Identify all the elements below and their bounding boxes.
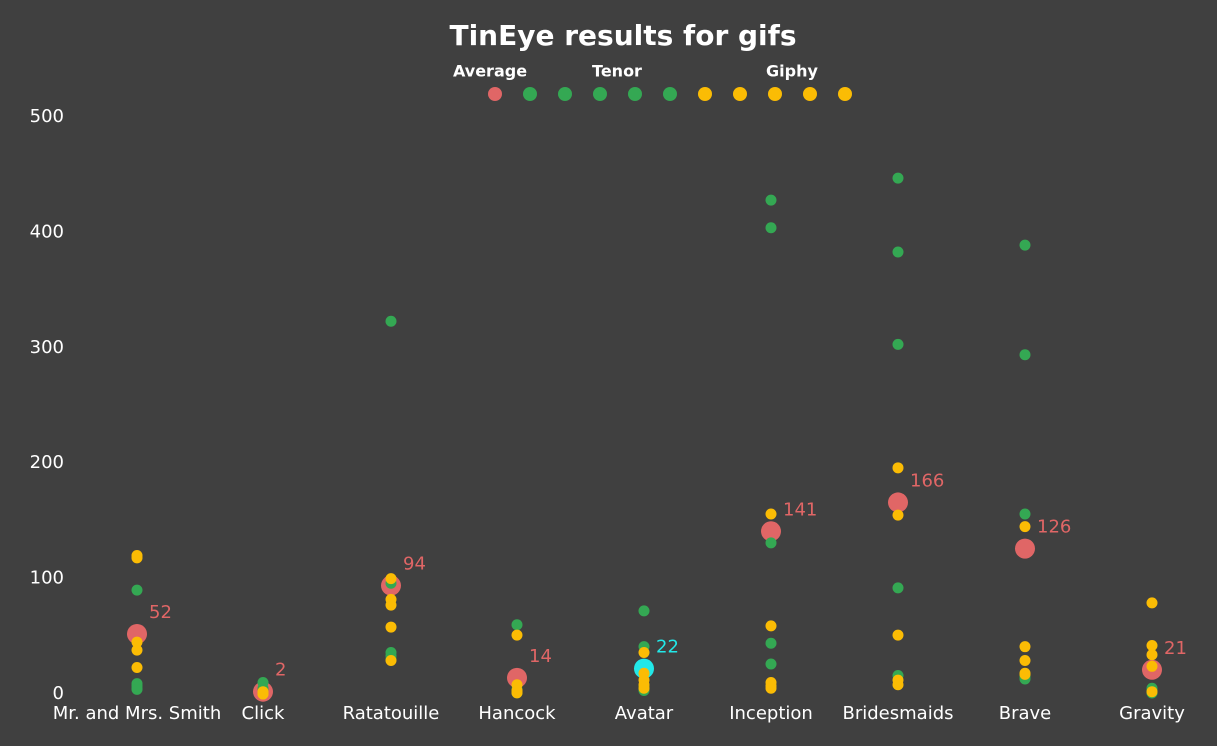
dot [1146, 660, 1158, 672]
average-dot [1015, 538, 1035, 559]
dot [1019, 641, 1031, 653]
dot [1146, 597, 1158, 609]
dot [131, 552, 143, 564]
legend-marker [803, 87, 817, 101]
dot [1019, 239, 1031, 251]
dot [892, 509, 904, 521]
dot [892, 338, 904, 350]
x-tick-label: Brave [999, 703, 1052, 724]
legend-label: Average [453, 62, 527, 81]
dot [765, 637, 777, 649]
y-tick-label: 500 [30, 106, 64, 127]
data-label: 94 [403, 554, 426, 575]
average-dot [127, 623, 147, 644]
dot [1146, 640, 1158, 652]
data-label: 2 [275, 660, 286, 681]
x-tick-label: Bridesmaids [843, 703, 954, 724]
y-tick-label: 400 [30, 221, 64, 242]
legend-marker [628, 87, 642, 101]
data-label: 126 [1037, 517, 1071, 538]
dot [1019, 655, 1031, 667]
x-tick-label: Click [242, 703, 285, 724]
legend-marker [593, 87, 607, 101]
dot [638, 682, 650, 694]
x-tick-label: Hancock [478, 703, 556, 724]
dot [1019, 521, 1031, 533]
dot [892, 172, 904, 184]
dot [131, 644, 143, 656]
x-tick-label: Ratatouille [343, 703, 440, 724]
y-tick-label: 300 [30, 337, 64, 358]
x-tick-label: Gravity [1119, 703, 1185, 724]
dot [385, 621, 397, 633]
dot [131, 661, 143, 673]
data-label: 14 [529, 646, 552, 667]
data-label: 141 [783, 499, 817, 520]
chart-title: TinEye results for gifs [449, 19, 796, 52]
y-tick-label: 100 [30, 568, 64, 589]
dot [1019, 668, 1031, 680]
legend-marker [558, 87, 572, 101]
legend-label: Giphy [766, 62, 818, 81]
legend-label: Tenor [592, 62, 642, 81]
dot [765, 508, 777, 520]
dot [385, 655, 397, 667]
dot [765, 537, 777, 549]
dot [511, 687, 523, 699]
average-dot [888, 492, 908, 513]
dot [638, 605, 650, 617]
legend-marker [838, 87, 852, 101]
dot [385, 315, 397, 327]
dot [257, 688, 269, 700]
legend-marker [698, 87, 712, 101]
legend-marker [663, 87, 677, 101]
dot [765, 222, 777, 234]
data-label: 22 [656, 637, 679, 658]
dot [385, 599, 397, 611]
dot [1019, 508, 1031, 520]
dot [892, 246, 904, 258]
dot [511, 619, 523, 631]
dot [765, 620, 777, 632]
dot [1146, 686, 1158, 698]
dot [1019, 349, 1031, 361]
dot [638, 646, 650, 658]
x-tick-label: Avatar [615, 703, 674, 724]
dot [892, 462, 904, 474]
dot [892, 629, 904, 641]
legend-marker [523, 87, 537, 101]
data-label: 21 [1164, 638, 1187, 659]
dot [892, 679, 904, 691]
dot [765, 658, 777, 670]
average-dot [761, 521, 781, 542]
dot [892, 582, 904, 594]
data-label: 166 [910, 470, 944, 491]
y-tick-label: 0 [53, 683, 64, 704]
dot [131, 636, 143, 648]
dot [511, 629, 523, 641]
dot [385, 573, 397, 585]
legend-marker [488, 87, 502, 101]
x-tick-label: Inception [729, 703, 813, 724]
x-tick-label: Mr. and Mrs. Smith [53, 703, 222, 724]
dot [131, 584, 143, 596]
legend-marker [768, 87, 782, 101]
y-tick-label: 200 [30, 452, 64, 473]
legend-marker [733, 87, 747, 101]
dot [765, 194, 777, 206]
dot [765, 682, 777, 694]
data-label: 52 [149, 602, 172, 623]
dot [131, 683, 143, 695]
dot [1146, 649, 1158, 661]
